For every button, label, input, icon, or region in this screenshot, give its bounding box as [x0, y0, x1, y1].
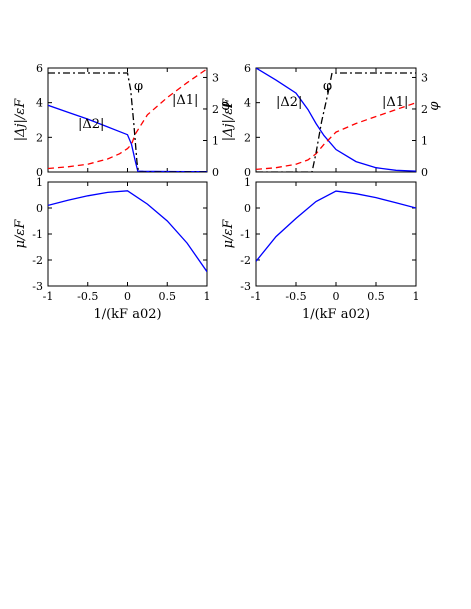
y-tick-label: 4 — [36, 97, 43, 110]
series-line-0 — [48, 104, 207, 172]
x-tick-label: 0 — [124, 290, 131, 303]
y-right-tick-label: 2 — [421, 103, 428, 116]
y-tick-label: 1 — [244, 176, 251, 189]
plot-frame — [47, 67, 208, 173]
annotation-label: φ — [134, 79, 143, 94]
y-tick-label: 4 — [244, 97, 251, 110]
x-tick-label: 0.5 — [367, 290, 385, 303]
x-tick-label: -1 — [43, 290, 54, 303]
y-right-axis-label: φ — [427, 101, 442, 111]
annotation-label: φ — [323, 79, 332, 94]
y-tick-label: -2 — [240, 254, 251, 267]
y-tick-label: 6 — [244, 62, 251, 75]
series-line-2 — [48, 72, 207, 172]
series-line-0 — [48, 190, 207, 273]
y-right-tick-label: 3 — [421, 71, 428, 84]
y-tick-label: -1 — [240, 228, 251, 241]
plot-frame — [47, 181, 208, 287]
series-line-0 — [256, 68, 416, 172]
series-line-1 — [256, 102, 416, 171]
y-tick-label: -3 — [32, 280, 43, 293]
y-right-axis-label: φ — [218, 101, 233, 111]
annotation-label: |Δ1| — [382, 95, 408, 110]
y-right-tick-label: 2 — [212, 103, 219, 116]
x-axis-label: 1/(kF a02) — [302, 307, 370, 322]
y-axis-label: |Δj|/εF — [221, 98, 236, 142]
y-tick-label: 0 — [36, 166, 43, 179]
y-tick-label: 1 — [36, 176, 43, 189]
y-tick-label: 0 — [244, 202, 251, 215]
y-tick-label: 2 — [244, 131, 251, 144]
y-axis-label: μ/εF — [221, 219, 236, 249]
y-right-tick-label: 1 — [212, 134, 219, 147]
annotation-label: |Δ1| — [172, 93, 198, 108]
y-right-tick-label: 1 — [421, 134, 428, 147]
y-right-tick-label: 3 — [212, 71, 219, 84]
y-tick-label: 0 — [244, 166, 251, 179]
y-tick-label: 0 — [36, 202, 43, 215]
y-tick-label: -1 — [32, 228, 43, 241]
x-axis-label: 1/(kF a02) — [93, 307, 161, 322]
x-tick-label: -1 — [251, 290, 262, 303]
y-axis-label: |Δj|/εF — [13, 98, 28, 142]
y-tick-label: 2 — [36, 131, 43, 144]
x-tick-label: -0.5 — [77, 290, 98, 303]
y-tick-label: -2 — [32, 254, 43, 267]
plot-frame — [255, 181, 417, 287]
x-tick-label: 0 — [333, 290, 340, 303]
series-line-0 — [256, 190, 416, 262]
y-tick-label: 6 — [36, 62, 43, 75]
annotation-label: |Δ2| — [276, 95, 302, 110]
x-tick-label: -0.5 — [285, 290, 306, 303]
y-tick-label: -3 — [240, 280, 251, 293]
y-right-tick-label: 0 — [421, 166, 428, 179]
y-right-tick-label: 0 — [212, 166, 219, 179]
panel-bottom-right: -1 -0.5 0 0.5 1 -3 -2 -1 0 1 μ/εF 1/(kF a02) — [221, 176, 420, 322]
x-tick-label: 1 — [413, 290, 420, 303]
x-tick-label: 0.5 — [159, 290, 177, 303]
series-line-1 — [48, 68, 207, 170]
series-line-2 — [256, 72, 416, 172]
panel-bottom-left: -1 -0.5 0 0.5 1 -3 -2 -1 0 1 μ/εF 1/(kF a02) — [13, 176, 211, 322]
x-tick-label: 1 — [204, 290, 211, 303]
annotation-label: |Δ2| — [78, 117, 104, 132]
plot-frame — [255, 67, 417, 173]
y-axis-label: μ/εF — [13, 219, 28, 249]
